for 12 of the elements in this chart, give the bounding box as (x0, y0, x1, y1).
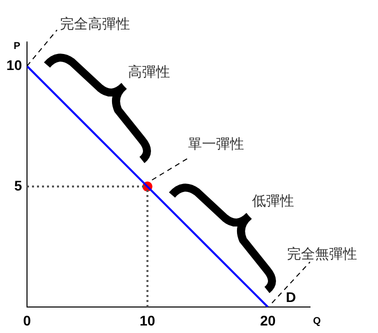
y-axis-title: P (14, 40, 21, 52)
annotation: 完全無彈性 (287, 246, 357, 263)
x-tick-label: 10 (140, 312, 156, 328)
annotation: 單一彈性 (188, 136, 244, 153)
text: 完全高彈性 (60, 16, 130, 33)
x-axis-title: Q (313, 316, 321, 327)
x-tick-label: 20 (260, 312, 276, 328)
series-label: D (286, 288, 296, 305)
annotation: 高彈性 (128, 64, 170, 81)
y-tick-label: 5 (14, 177, 22, 194)
x-tick-label: 0 (23, 312, 32, 328)
annotation: 低彈性 (252, 194, 294, 210)
